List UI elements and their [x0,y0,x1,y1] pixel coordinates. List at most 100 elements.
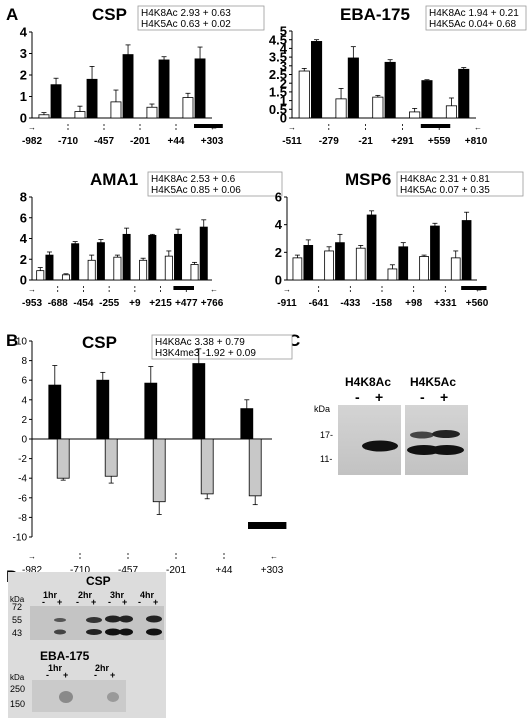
x-tick-label: +810 [465,136,488,147]
blot-d-sign: - [42,597,45,607]
bar-b [122,54,134,119]
bar-a [409,111,421,119]
blot-d-bottom-title: EBA-175 [40,649,90,663]
blot-d-band [119,615,133,623]
bar-a [146,106,158,119]
y-tick-label: 4 [20,25,28,40]
blot-d-band [146,615,162,623]
x-tick-label: -710 [70,565,90,576]
blot-c-kda: kDa [314,404,330,414]
bar-a [139,259,148,281]
blot-d-sign: + [153,597,158,607]
bar-a [355,247,366,281]
blot-c-lane2-title: H4K5Ac [410,375,456,389]
bar-a [182,97,194,119]
x-tick-label: +560 [466,298,489,309]
blot-d-band [146,628,162,636]
chart-title: MSP6 [345,170,391,189]
blot-d-bottom-time-1hr: 1hr [48,663,63,673]
bar-a [240,408,254,440]
blot-c-membrane-1 [338,405,401,475]
y-tick-label: 0 [280,111,287,126]
x-tick-label: -911 [277,298,297,309]
blot-c-band [430,445,464,455]
x-tick-label: -457 [94,136,114,147]
y-tick-label: -4 [18,474,27,485]
blot-c-lane1-minus: - [355,389,360,405]
y-tick-label: 2 [275,245,282,260]
bar-b [158,59,170,119]
bar-b [199,226,208,281]
y-tick-label: 2.5 [269,67,287,82]
blot-d-sign: - [138,597,141,607]
y-tick-label: 6 [21,376,27,387]
stats-line: H4K8Ac 3.38 + 0.79 [155,337,245,348]
y-tick-label: 10 [16,337,28,348]
bar-b [96,242,105,281]
bar-b [384,61,396,119]
y-tick-label: 3.5 [269,50,287,65]
y-tick-label: 2 [21,415,27,426]
gene-body-bar [420,124,451,128]
blot-d-marker-150: 150 [10,699,25,709]
bar-a [445,105,457,119]
bar-a [110,101,122,119]
stats-line: H4K5Ac 0.04+ 0.68 [429,19,516,30]
bar-b [430,225,440,281]
bar-b [148,234,157,281]
y-tick-label: 1 [280,93,287,108]
blot-d-marker-43: 43 [12,628,22,638]
bar-a [36,270,45,281]
bar-b [335,242,345,281]
bar-a [87,259,96,281]
stats-line: H3K4me3 -1.92 + 0.09 [155,348,256,359]
blot-d-time-3hr: 3hr [110,590,125,600]
bar-b [458,68,470,119]
blot-c-band [362,440,398,452]
y-tick-label: 4 [20,231,28,246]
panel-label-a: A [6,5,18,24]
y-tick-label: 4.5 [269,32,287,47]
x-tick-label: -279 [319,136,339,147]
blot-d-sign: + [122,597,127,607]
x-tick-label: +44 [216,565,233,576]
blot-c-lane2-minus: - [420,389,425,405]
blot-d-band [105,628,121,636]
bar-a [164,255,173,281]
left-arrow-mark: → [28,552,36,561]
blot-d-marker-55: 55 [12,615,22,625]
blot-d-sign: + [91,597,96,607]
blot-d-bottom-kda: kDa [10,673,25,682]
blot-d-marker-250: 250 [10,684,25,694]
blot-d-sign: - [94,670,97,680]
bar-a [387,268,398,281]
y-tick-label: 6 [275,190,282,205]
y-tick-label: 2 [20,252,27,267]
blot-d-time-2hr: 2hr [78,590,93,600]
x-tick-label: -201 [166,565,186,576]
stats-line: H4K8Ac 2.93 + 0.63 [141,8,231,19]
y-tick-label: 0 [20,111,27,126]
blot-d-sign: - [108,597,111,607]
stats-box [137,5,265,31]
x-tick-label: -511 [282,136,302,147]
bar-a [372,96,384,119]
stats-line: H4K8Ac 1.94 + 0.21 [429,8,519,19]
bar-b [398,246,409,281]
stats-line: H4K5Ac 0.85 + 0.06 [151,185,241,196]
x-tick-label: +98 [405,298,422,309]
gene-body-bar [173,286,194,290]
bar-a [144,382,158,440]
x-tick-label: +331 [434,298,457,309]
x-tick-label: +766 [201,298,224,309]
blot-c: H4K8Ac H4K5Ac - + - + kDa 17- 11- [314,375,468,475]
bar-b [152,438,166,503]
blot-d-band [119,628,133,636]
blot-d-band [59,691,73,703]
blot-c-band [432,430,460,438]
stats-line: H4K5Ac 0.07 + 0.35 [400,185,490,196]
bar-a [190,264,199,281]
